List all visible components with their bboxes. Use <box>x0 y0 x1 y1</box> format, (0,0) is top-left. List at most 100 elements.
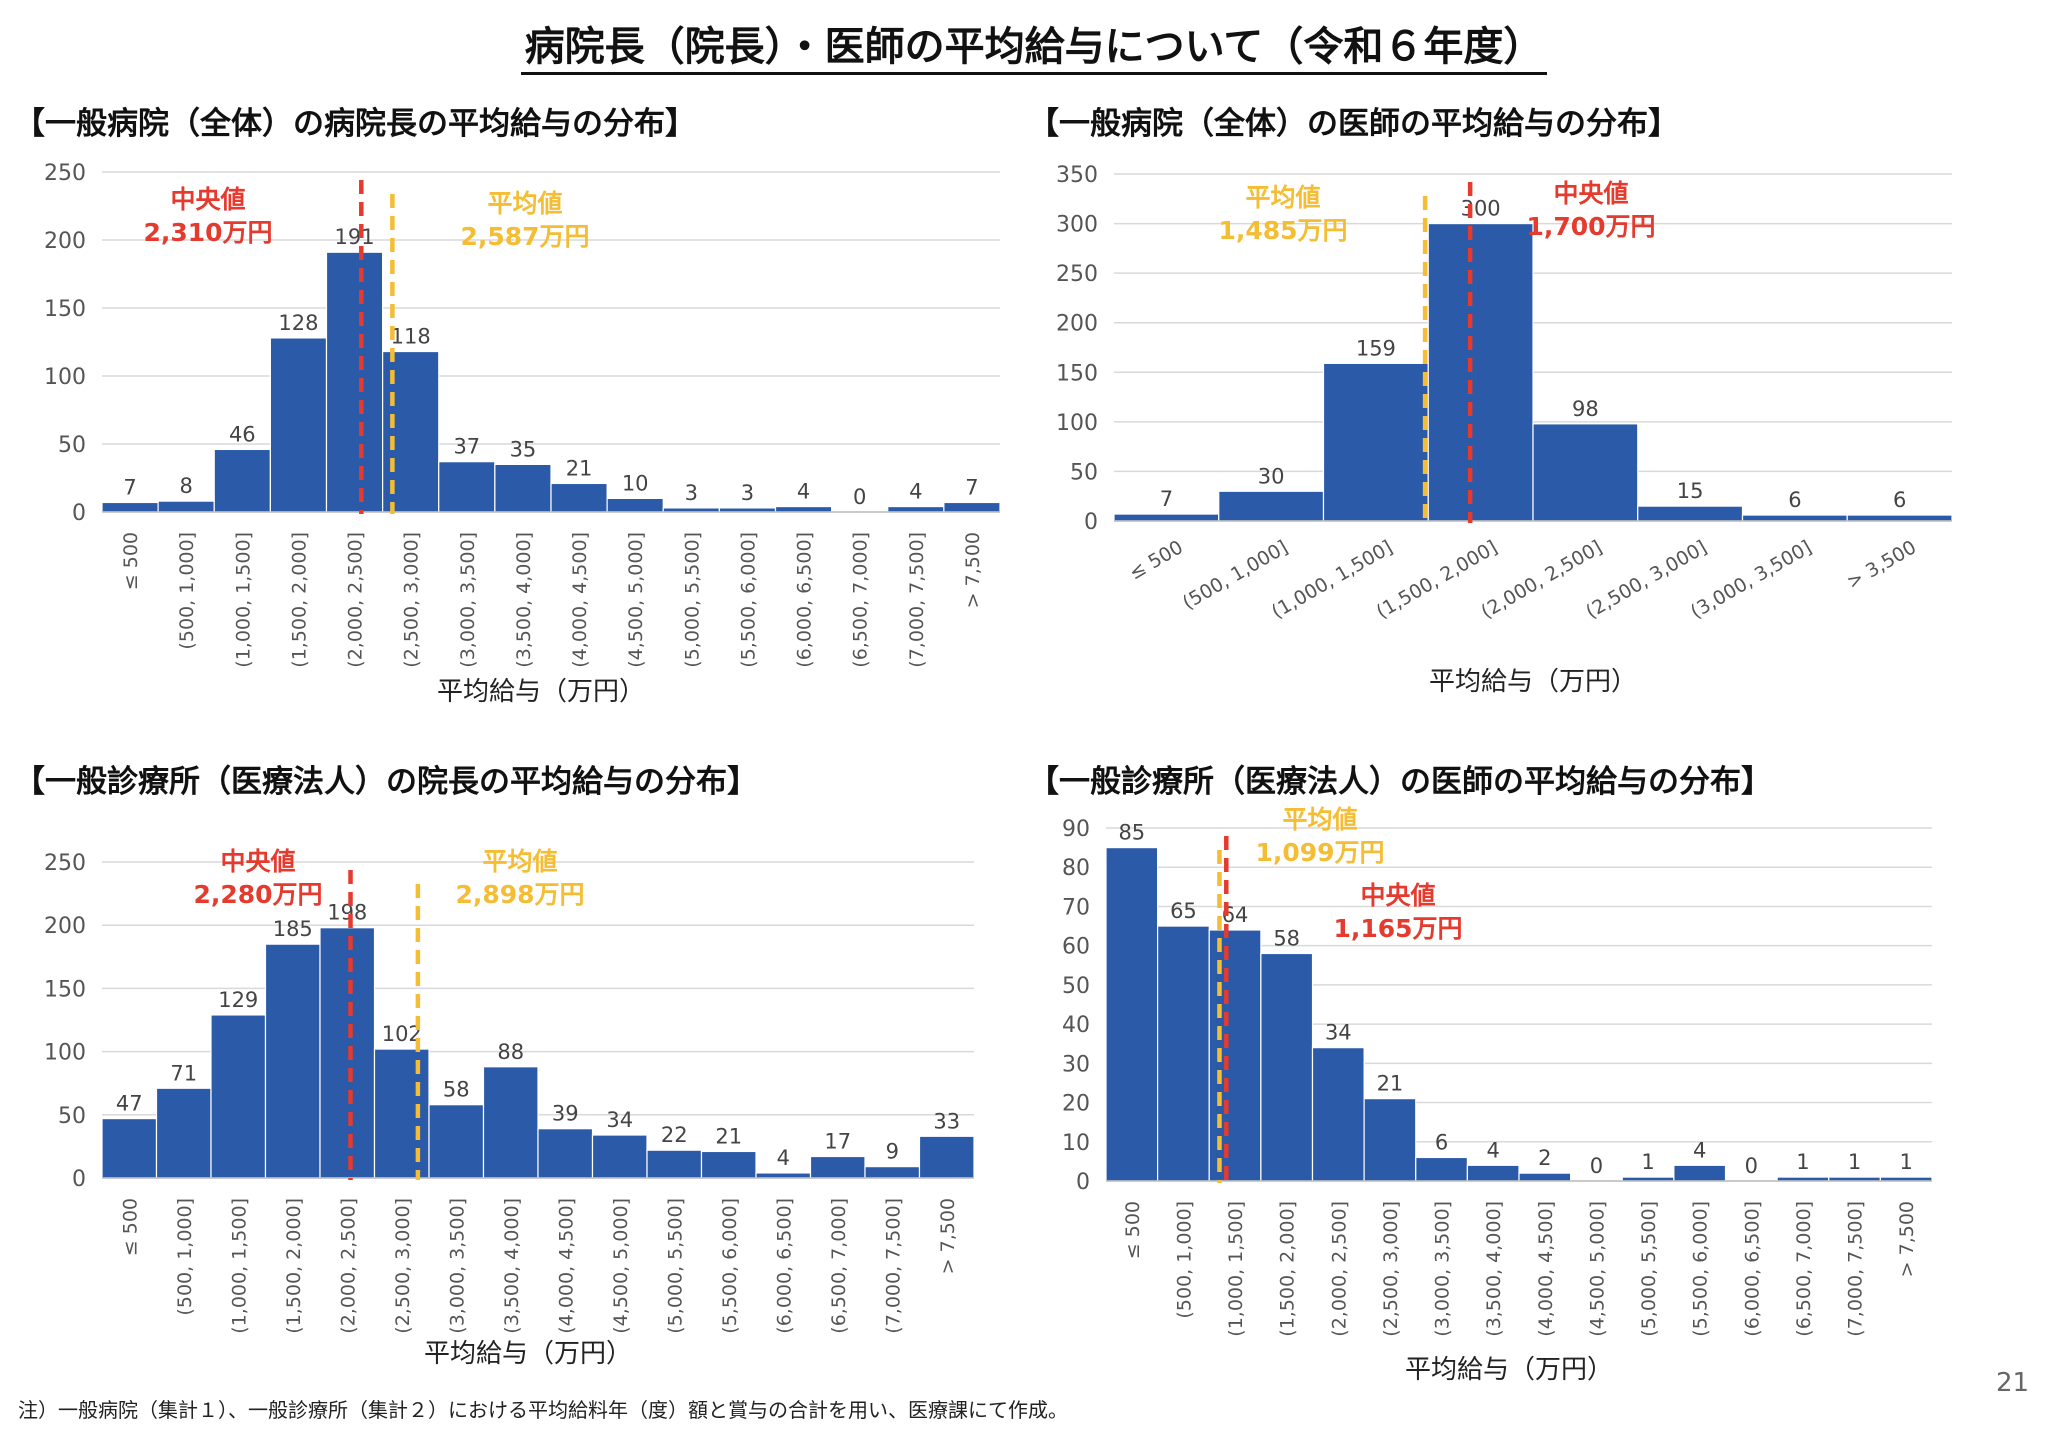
bar-value-label: 4 <box>1487 1138 1500 1162</box>
bar-value-label: 1 <box>1796 1150 1809 1174</box>
x-tick-label: (3,500, 4,000] <box>1483 1201 1505 1337</box>
bar-value-label: 10 <box>622 471 649 495</box>
x-axis-label: 平均給与（万円） <box>424 1339 632 1369</box>
x-tick-label: (3,000, 3,500] <box>1432 1201 1454 1337</box>
x-tick-label: (6,500, 7,000] <box>828 1198 850 1334</box>
bar-value-label: 21 <box>566 456 593 480</box>
bar-value-label: 7 <box>123 475 136 499</box>
bar-value-label: 65 <box>1170 899 1197 923</box>
bar <box>700 1150 757 1179</box>
median-value-label: 1,700万円 <box>1526 212 1655 241</box>
bar-value-label: 1 <box>1641 1150 1654 1174</box>
y-tick-label: 0 <box>1076 1170 1090 1195</box>
bar-value-label: 17 <box>824 1130 851 1154</box>
x-tick-label: (3,500, 4,000] <box>513 532 535 668</box>
median-label: 中央値 <box>1360 881 1435 910</box>
y-tick-label: 60 <box>1062 935 1090 960</box>
bar-value-label: 3 <box>741 481 754 505</box>
bar <box>1518 1172 1572 1182</box>
x-tick-label: (2,000, 2,500] <box>337 1198 359 1334</box>
bar <box>438 461 496 513</box>
x-tick-label: (6,000, 6,500] <box>773 1198 795 1334</box>
x-tick-label: (2,000, 2,500] <box>1328 1201 1350 1337</box>
mean-value-label: 2,587万円 <box>460 222 589 251</box>
bar-value-label: 159 <box>1356 336 1396 360</box>
y-tick-label: 200 <box>44 229 86 254</box>
x-tick-label: (5,500, 6,000] <box>737 532 759 668</box>
bar-value-label: 4 <box>909 480 922 504</box>
bar-value-label: 35 <box>510 437 537 461</box>
bar-value-label: 0 <box>853 485 866 509</box>
x-tick-label: (1,000, 1,500] <box>1225 1201 1247 1337</box>
y-tick-label: 250 <box>44 161 86 186</box>
x-tick-label: (1,500, 2,000] <box>288 532 310 668</box>
bar-value-label: 191 <box>335 225 375 249</box>
y-tick-label: 150 <box>44 977 86 1002</box>
bar-value-label: 4 <box>777 1146 790 1170</box>
x-tick-label: (5,500, 6,000] <box>719 1198 741 1334</box>
bar <box>155 1087 212 1179</box>
bar-value-label: 21 <box>715 1124 742 1148</box>
bar-value-label: 198 <box>327 901 367 925</box>
y-tick-label: 100 <box>1056 411 1098 436</box>
bar <box>591 1134 648 1179</box>
bar-value-label: 21 <box>1377 1072 1404 1096</box>
bar <box>537 1128 594 1179</box>
panel-title-hospital-directors: 【一般病院（全体）の病院長の平均給与の分布】 <box>14 106 696 142</box>
bar-value-label: 8 <box>180 474 193 498</box>
y-tick-label: 200 <box>1056 312 1098 337</box>
y-tick-label: 30 <box>1062 1052 1090 1077</box>
bar <box>1363 1098 1417 1182</box>
y-tick-label: 70 <box>1062 895 1090 920</box>
x-tick-label: (4,500, 5,000] <box>610 1198 632 1334</box>
bar-value-label: 7 <box>965 475 978 499</box>
y-tick-label: 40 <box>1062 1013 1090 1038</box>
page-number: 21 <box>1996 1368 2030 1398</box>
bar-value-label: 88 <box>497 1040 524 1064</box>
bar <box>213 448 271 513</box>
bar <box>482 1066 539 1179</box>
x-tick-label: (4,000, 4,500] <box>555 1198 577 1334</box>
bar <box>210 1014 267 1179</box>
x-tick-label: (6,000, 6,500] <box>1741 1201 1763 1337</box>
median-value-label: 2,280万円 <box>193 880 322 909</box>
y-tick-label: 100 <box>44 1041 86 1066</box>
bar-value-label: 3 <box>685 481 698 505</box>
bar <box>319 927 376 1179</box>
bar <box>101 1117 158 1179</box>
y-tick-label: 350 <box>1056 163 1098 188</box>
panel-title-hospital-physicians: 【一般病院（全体）の医師の平均給与の分布】 <box>1028 106 1679 142</box>
x-tick-label: ≤ 500 <box>1122 1201 1144 1259</box>
bar-value-label: 2 <box>1538 1146 1551 1170</box>
page-title-text: 病院長（院長）・医師の平均給与について（令和６年度） <box>520 24 1548 75</box>
y-tick-label: 100 <box>44 365 86 390</box>
footnote: 注）一般病院（集計１）、一般診療所（集計２）における平均給料年（度）額と賞与の合… <box>18 1398 1068 1422</box>
x-axis-label: 平均給与（万円） <box>437 677 645 707</box>
y-tick-label: 300 <box>1056 213 1098 238</box>
bar-value-label: 37 <box>453 435 480 459</box>
bar-value-label: 15 <box>1677 479 1704 503</box>
bar-value-label: 98 <box>1572 397 1599 421</box>
bar-value-label: 102 <box>382 1022 422 1046</box>
x-tick-label: > 7,500 <box>937 1198 959 1274</box>
x-tick-label: (500, 1,000] <box>176 532 198 650</box>
x-tick-label: (7,000, 7,500] <box>882 1198 904 1334</box>
bar-value-label: 22 <box>661 1123 688 1147</box>
y-tick-label: 10 <box>1062 1131 1090 1156</box>
bar-value-label: 47 <box>116 1092 143 1116</box>
y-tick-label: 200 <box>44 914 86 939</box>
bar <box>1157 925 1210 1182</box>
bar-value-label: 58 <box>443 1078 470 1102</box>
median-label: 中央値 <box>220 847 295 876</box>
mean-label: 平均値 <box>1282 805 1357 834</box>
bar-value-label: 1 <box>1848 1150 1861 1174</box>
median-label: 中央値 <box>1553 179 1628 208</box>
x-tick-label: (4,500, 5,000] <box>625 532 647 668</box>
x-tick-label: (7,000, 7,500] <box>1845 1201 1867 1337</box>
x-tick-label: (2,500, 3,000] <box>1380 1201 1402 1337</box>
bar <box>1532 423 1639 522</box>
bar <box>1322 362 1429 522</box>
y-tick-label: 250 <box>1056 262 1098 287</box>
